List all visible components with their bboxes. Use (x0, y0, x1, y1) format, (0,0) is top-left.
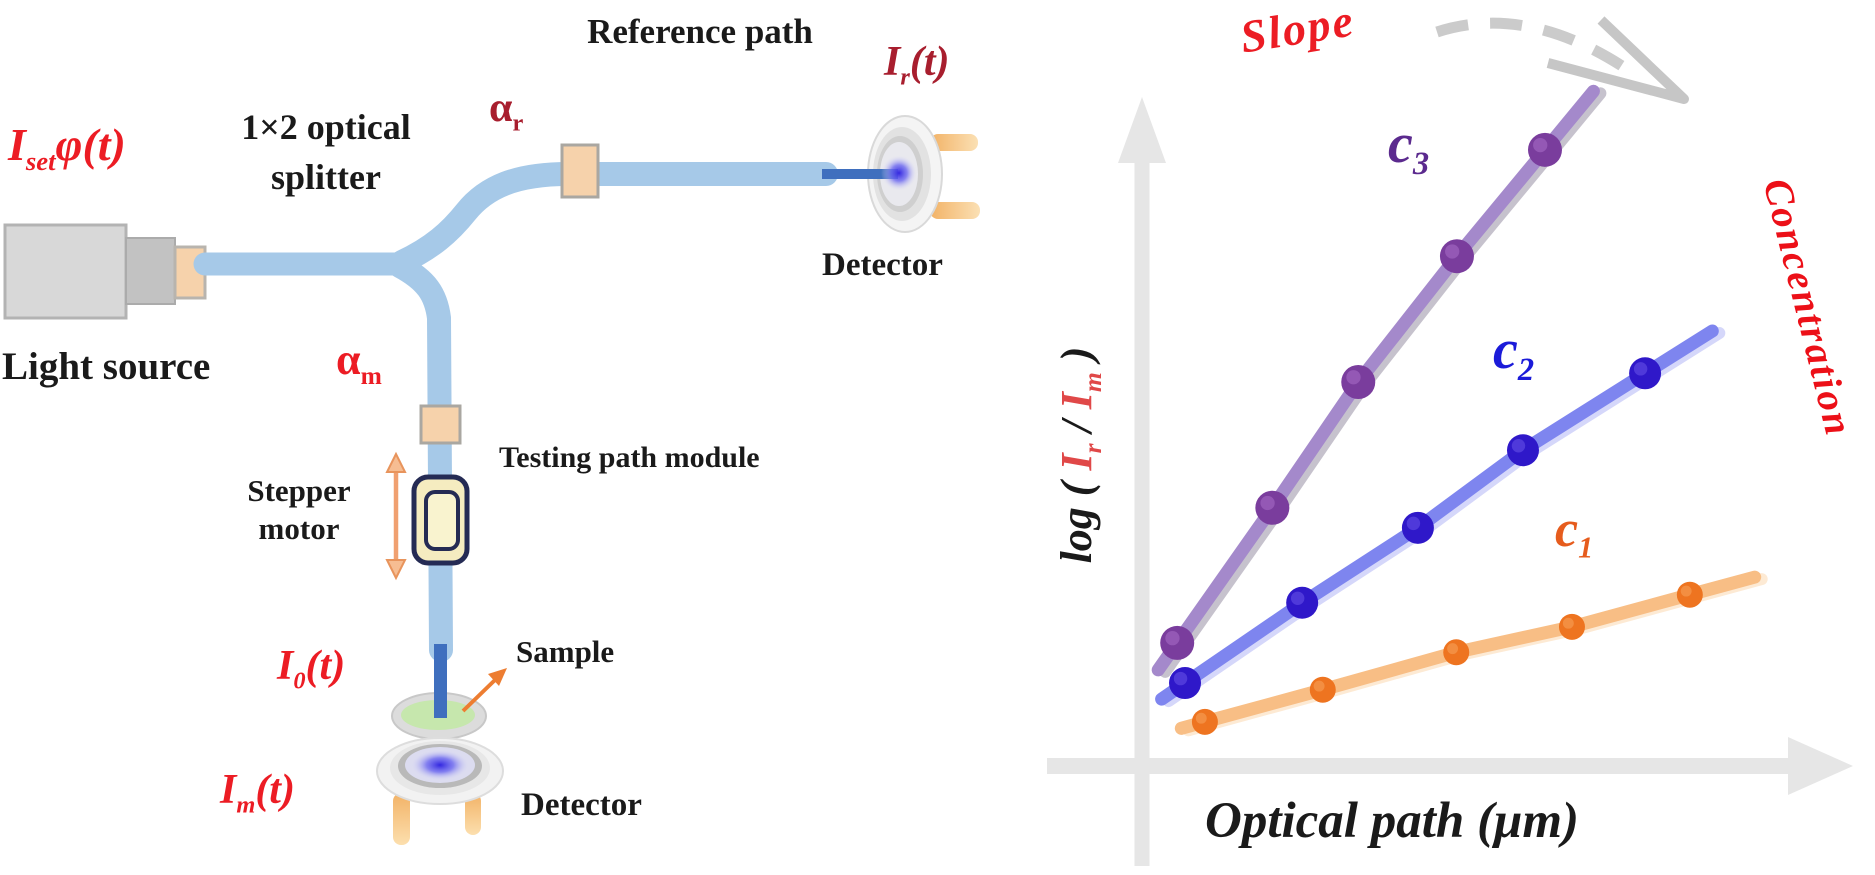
series-c1-point-highlight (1680, 585, 1692, 597)
light-source-label: Light source (2, 345, 211, 388)
i0-label: I0(t) (277, 643, 346, 695)
series-c1-point-highlight (1447, 643, 1459, 655)
stepper-motor-icon (411, 474, 470, 566)
detector-reference-icon (822, 115, 980, 233)
sample-label: Sample (516, 634, 615, 669)
series-c3-point-highlight (1260, 495, 1275, 511)
y-axis-label: log ( Ir / Im ) (1052, 346, 1107, 564)
series-c2-point-highlight (1511, 439, 1526, 453)
alpha-r-label: αr (489, 85, 524, 137)
detector-leg-icon (393, 793, 410, 845)
detector-measure-label: Detector (521, 787, 642, 823)
stepper-motor-label: Stepper motor (247, 473, 351, 546)
light-source-icon (3, 223, 207, 320)
series-c1-point-highlight (1313, 680, 1325, 692)
detector-leg-icon (465, 793, 481, 835)
series-c2-shadow (1162, 327, 1726, 708)
slope-dashed-arrow-icon (1435, 16, 1689, 104)
series-c2-point-highlight (1406, 516, 1421, 531)
series-c3-point-highlight (1533, 137, 1548, 153)
testing-path-label: Testing path module (499, 441, 760, 474)
series-c2-point-highlight (1290, 591, 1305, 606)
series-c2-line (1155, 324, 1719, 706)
attenuator-reference-icon (560, 143, 600, 199)
detector-measure-icon (376, 737, 504, 845)
input-signal-label: Isetφ(t) (8, 119, 126, 177)
splitter-label: 1×2 optical splitter (241, 107, 411, 198)
sample-icon (391, 644, 487, 740)
chart-series (1151, 84, 1768, 737)
series-c2-label: c2 (1493, 319, 1535, 389)
ir-label: Ir(t) (884, 39, 950, 91)
series-c1-point-highlight (1195, 712, 1207, 724)
series-c3-point-highlight (1165, 631, 1180, 646)
reference-fiber (390, 162, 838, 274)
x-axis-label: Optical path (μm) (1205, 793, 1580, 849)
detector-pin-icon (930, 202, 980, 219)
motion-arrow-icon (385, 451, 407, 581)
optical-fiber (193, 162, 838, 662)
alpha-m-label: αm (336, 335, 382, 390)
reference-path-label: Reference path (587, 12, 813, 51)
detector-reference-label: Detector (822, 247, 943, 283)
y-axis (1118, 97, 1166, 866)
detector-pin-icon (930, 134, 978, 151)
light-glow-icon (410, 749, 470, 781)
series-c1-label: c1 (1555, 501, 1594, 565)
x-axis (1047, 737, 1853, 795)
sample-pointer-arrow-icon (461, 668, 507, 713)
attenuator-testing-icon (419, 404, 462, 445)
series-c2-point-highlight (1173, 671, 1188, 686)
fiber-stub-icon (822, 169, 898, 179)
series-c3-label: c3 (1388, 113, 1430, 183)
im-label: Im(t) (220, 767, 295, 819)
series-c3-point-highlight (1445, 244, 1460, 259)
series-c2-point-highlight (1633, 362, 1648, 376)
series-c3-shadow (1159, 87, 1607, 678)
series-c3-point-highlight (1346, 370, 1361, 385)
series-c1-point-highlight (1562, 617, 1574, 629)
testing-fiber (388, 254, 453, 662)
light-glow-icon (881, 155, 917, 191)
